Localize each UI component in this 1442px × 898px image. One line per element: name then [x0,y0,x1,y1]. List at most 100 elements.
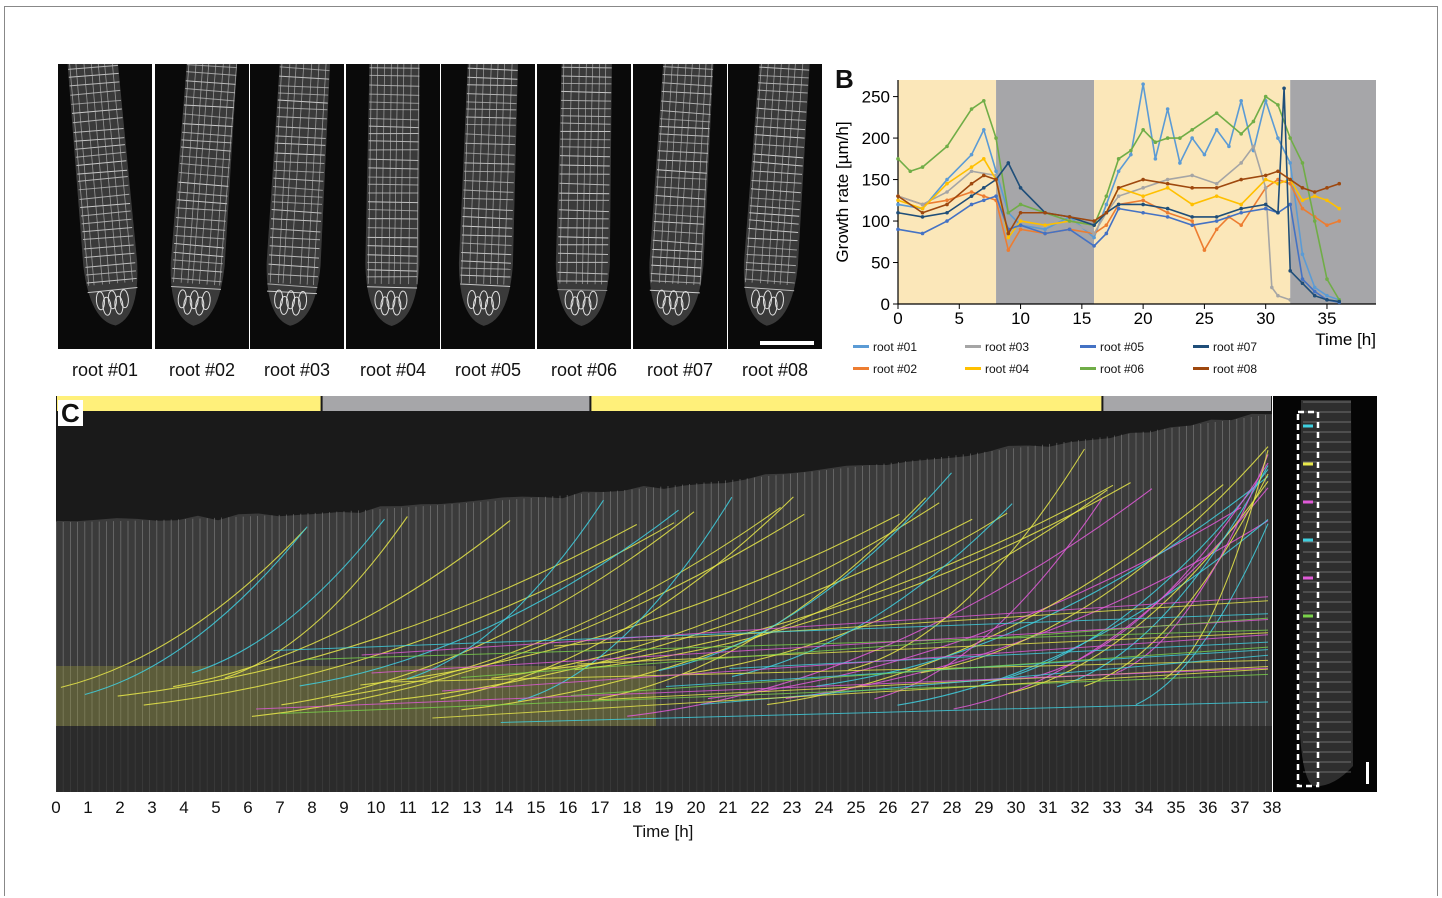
data-point [1141,210,1145,215]
cell-track [461,617,1269,678]
data-point [1178,161,1182,165]
data-point [896,157,900,161]
cell-track [500,701,1269,723]
kymograph-tick-label: 25 [846,798,866,817]
data-point [1202,152,1207,157]
series-line [897,144,1291,301]
data-point [1239,202,1243,207]
root-label: root #04 [359,360,427,380]
data-point [1239,161,1243,165]
y-tick-label: 0 [881,295,890,314]
selection-rectangle [1296,410,1320,788]
data-point [1067,215,1072,219]
kymograph-tick-label: 15 [526,798,546,817]
data-point [920,165,925,169]
data-point [1190,136,1194,140]
kymograph-tick-label: 33 [1102,798,1122,817]
kymograph-tick-label: 19 [654,798,674,817]
data-point [969,202,974,207]
data-point [1104,223,1109,227]
cell-track [517,496,733,702]
legend-swatch [1193,367,1209,371]
data-point [1165,181,1170,186]
data-point [1018,223,1023,227]
legend-label: root #07 [1213,340,1258,354]
data-point [945,219,949,223]
data-point [981,157,986,161]
data-point [1153,140,1158,145]
cell-track [920,446,1269,674]
x-tick-label: 25 [1195,309,1214,328]
data-point [1263,186,1268,190]
root-image [728,64,822,349]
data-point [1141,194,1145,198]
cell-track [1116,454,1269,674]
data-point [896,227,900,232]
data-point [920,215,925,219]
legend-label: root #04 [985,362,1030,376]
data-point [1300,161,1305,165]
legend-label: root #06 [1100,362,1145,376]
data-point [1312,293,1317,298]
data-point [1337,299,1342,304]
data-point [1263,177,1268,182]
kymograph-tick-label: 1 [83,798,93,817]
cell-track [280,673,1269,714]
cell-track [60,527,307,688]
legend-swatch [853,367,869,371]
cell-track [1162,450,1269,680]
data-point [994,177,998,182]
data-point [1325,223,1329,227]
legend-swatch [1080,345,1096,349]
kymograph-tick-label: 9 [339,798,349,817]
data-point [1092,231,1096,236]
data-point [969,165,974,169]
data-point [920,206,925,211]
data-point [1018,227,1023,232]
data-point [945,210,949,215]
data-point [1270,285,1274,290]
data-point [1165,210,1170,215]
light-band [1094,80,1291,304]
cell-track [224,516,408,679]
data-point [1129,148,1133,153]
data-point [1276,169,1280,174]
legend-swatch [1080,367,1096,371]
cell-track [173,520,511,688]
data-point [1276,103,1280,107]
series-line [897,95,1340,301]
data-point [1263,206,1268,211]
y-tick-label: 100 [862,212,890,231]
data-point [1288,161,1293,165]
data-point [969,152,974,157]
y-tick-label: 150 [862,171,890,190]
data-point [981,194,986,198]
panel-b-letter: B [832,66,857,92]
kymograph-tick-label: 12 [430,798,450,817]
kymograph-tick-label: 18 [622,798,642,817]
data-point [1251,144,1256,149]
cell-track [361,596,1269,656]
data-point [945,181,949,186]
data-point [1312,190,1317,194]
kymograph-tick-label: 28 [942,798,962,817]
data-point [1325,298,1329,302]
x-tick-label: 5 [955,309,964,328]
data-point [1239,98,1243,103]
cell-track [592,665,1269,701]
legend-label: root #05 [1100,340,1145,354]
kymograph-tick-label: 8 [307,798,317,817]
kymograph-tick-label: 16 [558,798,578,817]
x-tick-label: 0 [893,309,902,328]
cell-track [143,522,675,706]
data-point [945,190,949,194]
kymograph-tick-label: 6 [243,798,253,817]
cell-track [598,497,927,700]
legend-item: root #08 [1193,362,1257,376]
data-point [1165,215,1170,219]
kymograph-tick-label: 2 [115,798,125,817]
kymograph-tick-label: 3 [147,798,157,817]
legend-swatch [965,345,981,349]
cell-track [251,513,805,717]
data-point [1288,298,1293,302]
